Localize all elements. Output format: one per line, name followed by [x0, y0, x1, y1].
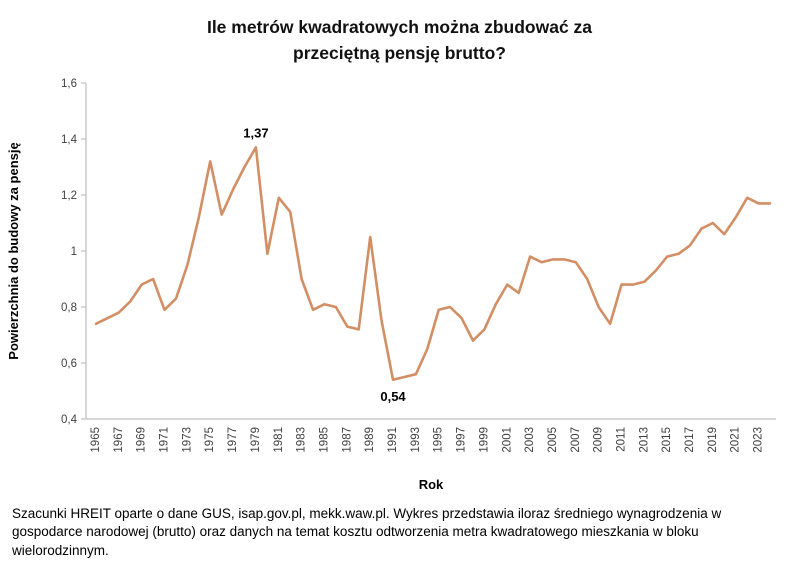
- x-tick-label: 1965: [90, 427, 102, 453]
- x-tick-label: 1979: [250, 427, 262, 453]
- x-tick-label: 1991: [387, 427, 399, 453]
- x-tick-label: 1989: [364, 427, 376, 453]
- x-tick-label: 2013: [638, 427, 650, 453]
- source-note: Szacunki HREIT oparte o dane GUS, isap.g…: [12, 505, 722, 559]
- x-tick-label: 1975: [204, 427, 216, 453]
- x-axis-title: Rok: [419, 477, 444, 492]
- x-tick-label: 2019: [707, 427, 719, 453]
- y-tick-label: 1,4: [61, 134, 78, 146]
- chart-title: Ile metrów kwadratowych można zbudować z…: [10, 14, 789, 67]
- x-tick-label: 1985: [318, 427, 330, 453]
- x-tick-label: 1999: [478, 427, 490, 453]
- x-tick-label: 2011: [615, 427, 627, 452]
- data-label-1-37: 1,37: [243, 125, 268, 140]
- x-tick-label: 2021: [730, 427, 742, 453]
- x-tick-label: 1981: [273, 427, 285, 453]
- x-tick-label: 1997: [456, 427, 468, 453]
- y-tick-label: 0,4: [61, 414, 78, 426]
- data-label-0-54: 0,54: [380, 388, 406, 403]
- chart-area: 0,4 0,6 0,8 1 1,2 1,4 1,6 1965 1967 1969 1971 1973 1…: [0, 69, 799, 499]
- x-tick-label: 2005: [547, 427, 559, 453]
- line-chart: 0,4 0,6 0,8 1 1,2 1,4 1,6 1965 1967 1969 1971 1973 1…: [6, 78, 776, 492]
- chart-title-line2: przeciętną pensję brutto?: [293, 43, 506, 64]
- x-tick-label: 2009: [593, 427, 605, 453]
- y-tick-label: 1,6: [61, 78, 77, 90]
- x-tick-label: 1983: [296, 427, 308, 453]
- chart-title-line1: Ile metrów kwadratowych można zbudować z…: [206, 17, 593, 37]
- data-line: [94, 145, 772, 381]
- x-tick-label: 2001: [501, 427, 513, 453]
- x-tick-label: 1969: [136, 427, 148, 453]
- y-tick-label: 0,8: [61, 302, 77, 314]
- y-tick-label: 0,6: [61, 358, 77, 370]
- x-tick-label: 1993: [410, 427, 422, 453]
- x-tick-label: 1977: [227, 427, 239, 453]
- x-tick-label: 1967: [113, 427, 125, 453]
- y-axis-title: Powierzchnia do budowy za pensję: [6, 142, 21, 359]
- x-tick-label: 2007: [570, 427, 582, 453]
- x-tick-label: 2015: [661, 427, 673, 453]
- y-tick-label: 1: [71, 246, 77, 258]
- x-tick-label: 1973: [181, 427, 193, 453]
- x-tick-label: 1995: [433, 427, 445, 453]
- y-tick-label: 1,2: [61, 190, 77, 202]
- x-tick-label: 1987: [341, 427, 353, 453]
- x-tick-label: 2003: [524, 427, 536, 453]
- x-tick-label: 2017: [684, 427, 696, 453]
- x-tick-label: 1971: [159, 427, 171, 453]
- x-tick-label: 2023: [753, 427, 765, 453]
